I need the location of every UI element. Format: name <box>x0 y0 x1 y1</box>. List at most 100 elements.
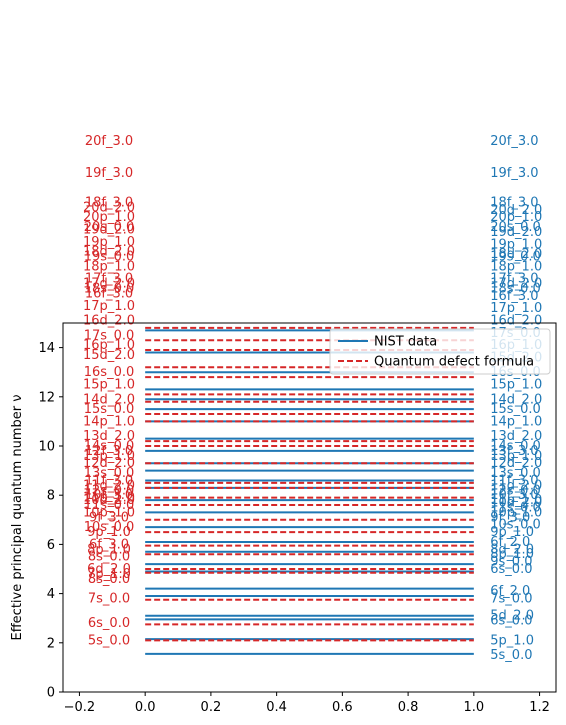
right-level-label: 19d_2.0 <box>490 225 542 240</box>
y-tick-label: 10 <box>38 440 55 455</box>
left-level-label: 14s_0.0 <box>84 439 135 454</box>
left-level-label: 19p_1.0 <box>83 235 135 250</box>
right-level-label: 10d_2.0 <box>490 496 542 511</box>
left-level-label: 15s_0.0 <box>84 402 135 417</box>
right-level-label: 20s_0.0 <box>490 220 541 235</box>
left-level-label: 12s_0.0 <box>84 483 135 498</box>
right-level-label: 9p_1.0 <box>490 525 534 540</box>
level-lines <box>145 326 474 655</box>
left-level-label: 12d_2.0 <box>83 456 135 471</box>
left-level-label: 8s_0.0 <box>88 572 130 587</box>
right-level-label: 8d_2.0 <box>490 542 534 557</box>
x-tick-label: −0.2 <box>64 700 96 715</box>
right-level-label: 20p_1.0 <box>490 210 542 225</box>
x-tick-label: 0.2 <box>201 700 222 715</box>
y-tick-label: 8 <box>47 489 55 504</box>
left-level-label: 20d_2.0 <box>83 200 135 215</box>
left-level-label: 17f_3.0 <box>85 272 133 287</box>
right-level-label: 14p_1.0 <box>490 414 542 429</box>
right-level-label: 12s_0.0 <box>490 483 541 498</box>
right-level-label: 10s_0.0 <box>490 518 541 533</box>
right-level-label: 18d_2.0 <box>490 247 542 262</box>
right-level-label: 11d_2.0 <box>490 478 542 493</box>
y-tick-label: 2 <box>47 636 55 651</box>
left-level-label: 6d_2.0 <box>87 562 131 577</box>
right-level-label: 12d_2.0 <box>490 456 542 471</box>
x-tick-label: 0.0 <box>135 700 156 715</box>
level-annotations: 5d_2.020f_3.019f_3.018f_3.020d_2.020p_1.… <box>83 134 542 663</box>
left-level-label: 18s_0.0 <box>84 282 135 297</box>
left-level-label: 5s_0.0 <box>88 633 130 648</box>
left-level-label: 15p_1.0 <box>83 378 135 393</box>
left-level-label: 17p_1.0 <box>83 299 135 314</box>
right-level-label: 13d_2.0 <box>490 429 542 444</box>
right-level-label: 19s_0.0 <box>490 250 541 265</box>
right-level-label: 18f_3.0 <box>490 195 538 210</box>
left-level-label: 17d_2.0 <box>83 277 135 292</box>
right-level-label: 8p_1.0 <box>490 547 534 562</box>
legend-entry: NIST data <box>374 335 437 350</box>
left-level-label: 20s_0.0 <box>84 220 135 235</box>
x-tick-label: 0.8 <box>398 700 419 715</box>
left-level-label: 16p_1.0 <box>83 338 135 353</box>
left-level-label: 16f_3.0 <box>85 286 133 301</box>
left-level-label: 9f_3.0 <box>89 510 129 525</box>
x-tick-label: 1.0 <box>463 700 484 715</box>
right-level-label: 9s_0.0 <box>490 555 532 570</box>
left-level-label: 6f_3.0 <box>89 537 129 552</box>
right-level-label: 10f_3.0 <box>490 488 538 503</box>
left-level-label: 13s_0.0 <box>84 466 135 481</box>
right-level-label: 15p_1.0 <box>490 378 542 393</box>
right-level-label: 16d_2.0 <box>490 314 542 329</box>
left-level-label: 16d_2.0 <box>83 314 135 329</box>
right-level-label: 14s_0.0 <box>490 439 541 454</box>
right-level-label: 15s_0.0 <box>490 402 541 417</box>
right-level-label: 19p_1.0 <box>490 237 542 252</box>
legend-box <box>329 328 551 375</box>
y-tick-label: 12 <box>38 390 55 405</box>
left-level-label: 11f_3.0 <box>85 473 133 488</box>
y-tick-label: 0 <box>47 686 55 701</box>
left-level-label: 20f_3.0 <box>85 134 133 149</box>
left-level-label: 18d_2.0 <box>83 245 135 260</box>
right-level-label: 5d_2.0 <box>490 609 534 624</box>
right-level-label: 14d_2.0 <box>490 392 542 407</box>
left-level-label: 14p_1.0 <box>83 414 135 429</box>
left-level-label: 14d_2.0 <box>83 392 135 407</box>
left-level-label: 7p_1.0 <box>87 567 131 582</box>
right-level-label: 16f_3.0 <box>490 289 538 304</box>
left-level-label: 15d_2.0 <box>83 348 135 363</box>
right-level-label: 6f_2.0 <box>490 535 530 550</box>
right-level-label: 18p_1.0 <box>490 259 542 274</box>
right-level-label: 11f_3.0 <box>490 473 538 488</box>
left-level-label: 18p_1.0 <box>83 259 135 274</box>
right-level-label: 18s_0.0 <box>490 282 541 297</box>
left-level-label: 19d_2.0 <box>83 223 135 238</box>
right-level-label: 13f_3.0 <box>490 444 538 459</box>
left-level-label: 13d_2.0 <box>83 429 135 444</box>
x-tick-label: 1.2 <box>529 700 550 715</box>
right-level-label: 17d_2.0 <box>490 277 542 292</box>
right-level-label: 17p_1.0 <box>490 301 542 316</box>
y-tick-label: 4 <box>47 587 55 602</box>
left-level-label: 10d_2.0 <box>83 493 135 508</box>
right-level-label: 5p_1.0 <box>490 633 534 648</box>
left-level-label: 20p_1.0 <box>83 210 135 225</box>
right-level-label: 9f_3.0 <box>490 510 530 525</box>
right-level-label: 6f_2.0 <box>490 584 530 599</box>
right-level-label: 20f_3.0 <box>490 134 538 149</box>
x-tick-label: 0.4 <box>266 700 287 715</box>
legend: NIST data Quantum defect formula <box>329 328 551 375</box>
left-level-label: 19s_0.0 <box>84 250 135 265</box>
left-level-label: 11s_0.0 <box>84 498 135 513</box>
axes-frame <box>62 322 557 693</box>
left-level-label: 19f_3.0 <box>85 166 133 181</box>
left-level-label: 9p_1.0 <box>87 525 131 540</box>
right-level-label: 6s_0.0 <box>490 614 532 629</box>
left-level-label: 8p_1.0 <box>87 542 131 557</box>
right-level-label: 13s_0.0 <box>490 466 541 481</box>
left-level-label: 6s_0.0 <box>88 616 130 631</box>
left-level-label: 7s_0.0 <box>88 592 130 607</box>
left-level-label: 12f_3.0 <box>85 444 133 459</box>
